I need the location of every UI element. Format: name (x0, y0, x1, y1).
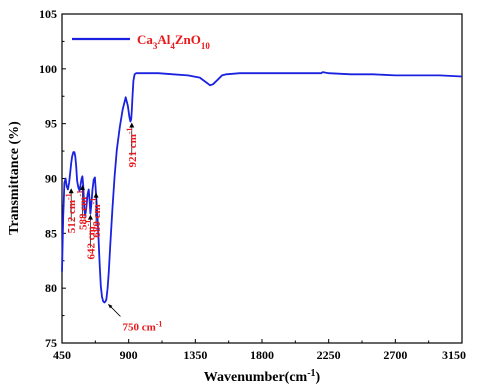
series-line (61, 71, 463, 304)
y-tick-label: 105 (39, 7, 57, 21)
y-tick-label: 95 (45, 117, 57, 131)
series-layer (61, 71, 463, 304)
annotation-arrowhead (93, 192, 99, 198)
annotation-arrowhead (129, 122, 135, 128)
x-tick-label: 3150 (442, 348, 466, 362)
y-tick-label: 100 (39, 62, 57, 76)
x-tick-label: 2250 (317, 348, 341, 362)
annotation-label: 921 cm-1 (124, 127, 139, 167)
plot-frame (61, 13, 463, 344)
x-tick-label: 2700 (383, 348, 407, 362)
annotation-label: 680 cm-1 (89, 198, 104, 238)
annotation-arrowhead (79, 184, 85, 190)
annotation-label: 588 cm-1 (75, 190, 90, 230)
y-tick-label: 80 (45, 281, 57, 295)
y-tick-label: 75 (45, 336, 57, 350)
x-tick-label: 450 (53, 348, 71, 362)
annotation-arrowhead (107, 303, 113, 309)
y-tick-label: 85 (45, 226, 57, 240)
y-tick-label: 90 (45, 172, 57, 186)
x-tick-label: 1800 (250, 348, 274, 362)
x-tick-label: 1350 (183, 348, 207, 362)
annotation-arrowhead (68, 188, 74, 194)
x-axis-title: Wavenumber(cm-1) (204, 368, 321, 386)
y-axis: 75 80 85 90 95 100 105 (39, 7, 66, 350)
x-axis: 450 900 1350 1800 2250 2700 3150 (53, 339, 466, 362)
x-tick-label: 900 (120, 348, 138, 362)
annotation-label: 750 cm-1 (122, 319, 162, 334)
annotation-arrowhead (87, 214, 93, 220)
y-axis-title: Transmittance (%) (7, 121, 22, 235)
legend-entry: Ca3Al4ZnO10 (137, 32, 210, 51)
legend: Ca3Al4ZnO10 (72, 32, 210, 51)
annotation-leader (109, 305, 121, 317)
annotation-label: 642 cm-1 (83, 220, 98, 260)
annotation-label: 512 cm-1 (64, 193, 79, 233)
